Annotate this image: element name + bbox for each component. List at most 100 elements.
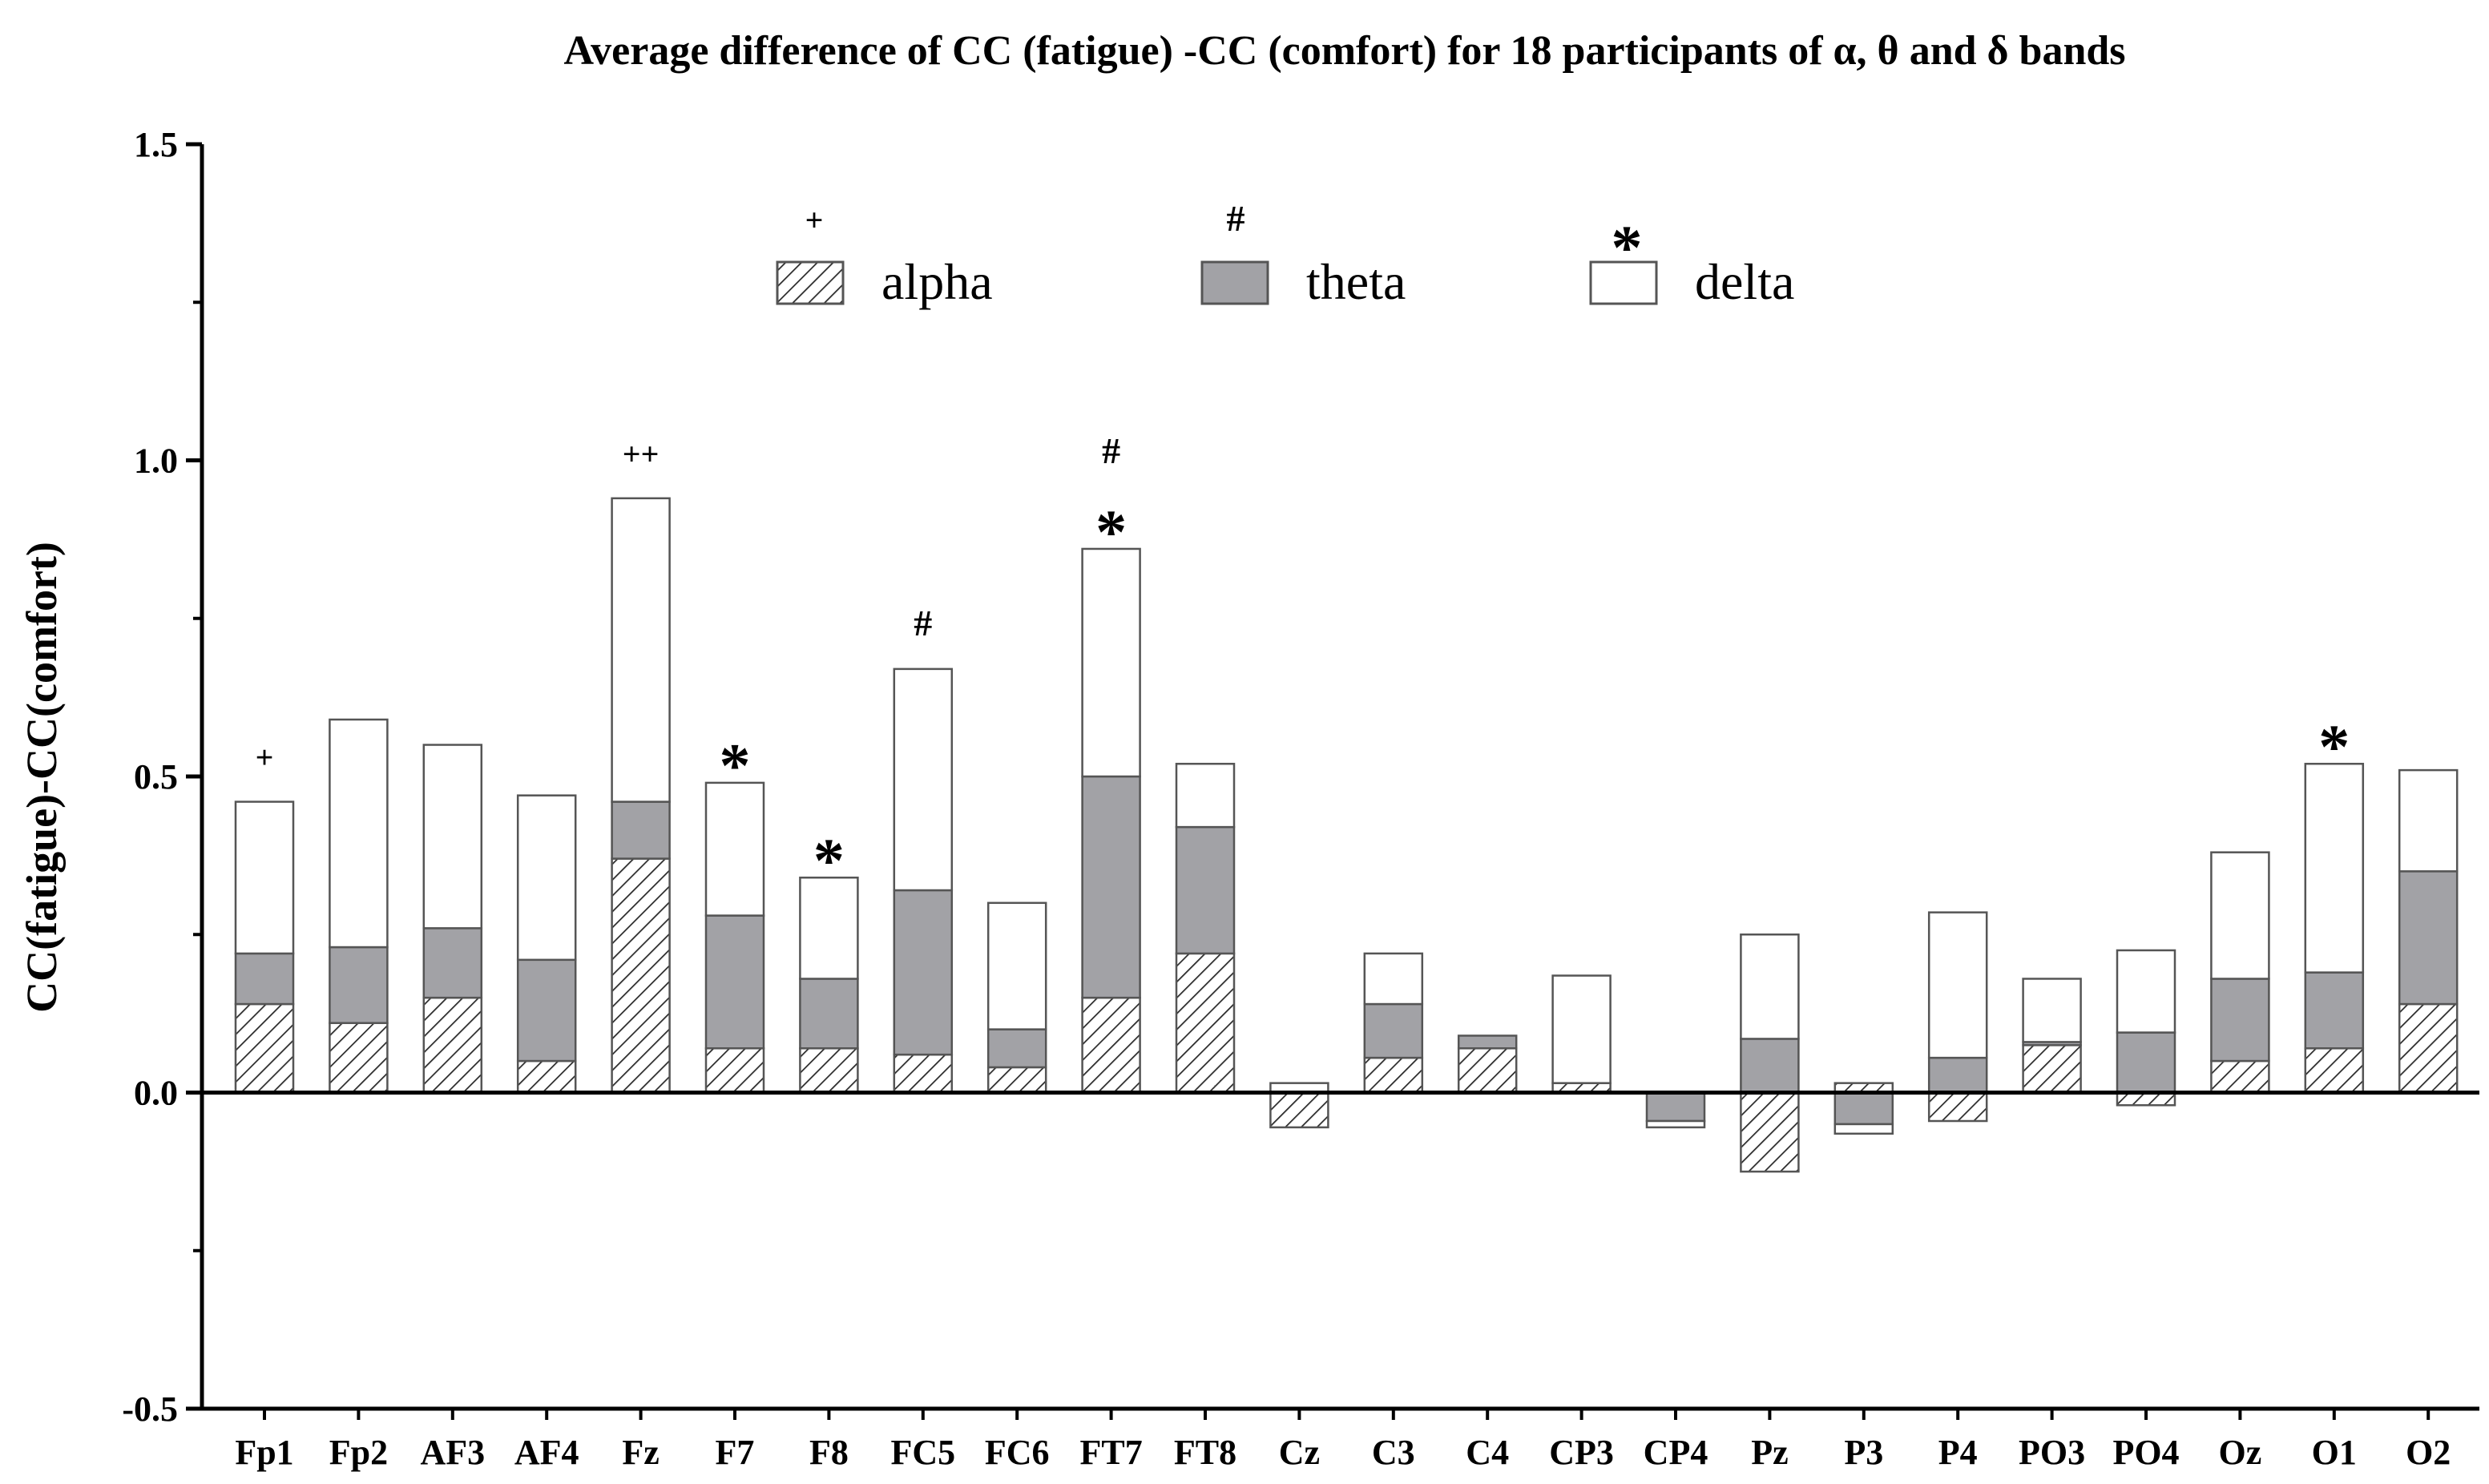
bar-af4-alpha: [516, 1059, 577, 1094]
significance-marker: #: [914, 603, 932, 643]
x-tick-label: Fz: [622, 1433, 659, 1472]
bar-oz-delta: [2210, 851, 2270, 980]
chart-title: Average difference of CC (fatigue) -CC (…: [563, 28, 2125, 74]
bar-p4-theta: [1927, 1056, 1988, 1094]
legend-significance-marker-theta: #: [1227, 198, 1245, 239]
legend-significance-marker-alpha: +: [805, 202, 824, 238]
x-tick-label: FC5: [890, 1433, 955, 1472]
y-ticks-group: -0.5 0.0 0.5 1.0 1.5: [122, 125, 202, 1429]
significance-marker: *: [2318, 712, 2350, 781]
legend-label-alpha: alpha: [881, 253, 993, 310]
bar-af3-theta: [422, 927, 483, 999]
bar-ft8-delta: [1175, 762, 1236, 829]
bar-cp3-delta: [1551, 974, 1612, 1084]
x-tick-label: F8: [809, 1433, 849, 1472]
bar-po3-alpha: [2022, 1044, 2082, 1094]
significance-marker: *: [813, 825, 845, 895]
significance-marker: *: [1095, 497, 1127, 567]
bar-c4-theta: [1457, 1034, 1518, 1050]
bar-fp2-alpha: [329, 1022, 389, 1094]
bar-af4-theta: [516, 958, 577, 1063]
bar-pz-delta: [1740, 934, 1800, 1040]
bar-c3-alpha: [1363, 1056, 1424, 1094]
legend-swatch-delta: [1589, 260, 1658, 305]
bar-oz-theta: [2210, 978, 2270, 1063]
bar-o2-delta: [2398, 768, 2459, 873]
bar-fz-theta: [611, 800, 671, 860]
bar-o1-alpha: [2304, 1047, 2365, 1094]
bar-cz-alpha: [1269, 1091, 1329, 1129]
y-tick-label: 1.0: [134, 442, 178, 481]
bar-po3-delta: [2022, 978, 2082, 1043]
bar-o1-delta: [2304, 762, 2365, 974]
legend-label-delta: delta: [1695, 253, 1794, 310]
bar-ft7-delta: [1081, 547, 1141, 778]
bar-pz-theta: [1740, 1038, 1800, 1094]
bar-ft7-theta: [1081, 775, 1141, 999]
bar-po4-delta: [2116, 949, 2176, 1034]
x-tick-label: Cz: [1279, 1433, 1320, 1472]
x-tick-label: P4: [1938, 1433, 1978, 1472]
bar-af4-delta: [516, 794, 577, 962]
x-tick-label: FT7: [1079, 1433, 1142, 1472]
bar-fc5-alpha: [893, 1053, 954, 1094]
legend-swatch-theta: [1200, 260, 1269, 305]
y-axis-label: CC(fatigue)-CC(comfort): [18, 542, 66, 1013]
bar-cp4-delta: [1645, 1119, 1706, 1129]
y-tick-label: 0.5: [134, 757, 178, 796]
bar-fp2-theta: [329, 946, 389, 1024]
bar-p3-theta: [1833, 1091, 1894, 1126]
legend: alpha + theta # delta *: [776, 198, 1794, 310]
bar-f7-theta: [704, 914, 765, 1050]
x-tick-label: FT8: [1174, 1433, 1236, 1472]
bar-af3-alpha: [422, 996, 483, 1094]
y-tick-label: 1.5: [134, 125, 178, 164]
x-tick-label: Pz: [1751, 1433, 1788, 1472]
x-tick-label: O2: [2406, 1433, 2451, 1472]
x-tick-label: C3: [1372, 1433, 1415, 1472]
bar-o1-theta: [2304, 971, 2365, 1050]
x-tick-label: Fp1: [235, 1433, 293, 1472]
x-tick-label: CP4: [1644, 1433, 1708, 1472]
significance-marker: ++: [623, 436, 660, 472]
x-tick-label: C4: [1466, 1433, 1509, 1472]
x-tick-label: PO3: [2019, 1433, 2085, 1472]
bar-o2-alpha: [2398, 1002, 2459, 1094]
significance-marker: *: [720, 731, 751, 800]
bars-group: [234, 497, 2459, 1173]
bar-ft7-alpha: [1081, 996, 1141, 1094]
x-tick-label: Fp2: [329, 1433, 388, 1472]
x-ticks-group: Fp1 Fp2 AF3 AF4 Fz F7 F8 FC5 FC6 FT7 FT8 Cz C3 C4 CP3 C…: [235, 1409, 2451, 1472]
bar-p3-delta: [1833, 1123, 1894, 1135]
x-tick-label: FC6: [985, 1433, 1050, 1472]
bar-fz-alpha: [611, 857, 671, 1094]
bar-fp1-alpha: [234, 1002, 295, 1094]
bar-fp2-delta: [329, 718, 389, 949]
bar-pz-alpha: [1740, 1091, 1800, 1173]
bar-f7-delta: [704, 781, 765, 917]
bar-cp4-theta: [1645, 1091, 1706, 1123]
bar-ft8-alpha: [1175, 952, 1236, 1094]
bar-c3-delta: [1363, 952, 1424, 1006]
significance-annotations: +++**#*#*: [256, 430, 2350, 895]
bar-po4-theta: [2116, 1031, 2176, 1094]
x-tick-label: AF4: [514, 1433, 579, 1472]
bar-c4-alpha: [1457, 1047, 1518, 1094]
x-tick-label: O1: [2312, 1433, 2357, 1472]
x-tick-label: PO4: [2112, 1433, 2179, 1472]
bar-f8-alpha: [799, 1047, 859, 1094]
bar-f8-theta: [799, 978, 859, 1050]
bar-o2-theta: [2398, 870, 2459, 1006]
bar-ft8-theta: [1175, 825, 1236, 955]
bar-fc6-delta: [986, 901, 1047, 1030]
bar-fc5-theta: [893, 889, 954, 1056]
bar-fc6-theta: [986, 1028, 1047, 1069]
y-tick-label: -0.5: [122, 1389, 178, 1429]
bar-p4-alpha: [1927, 1091, 1988, 1123]
significance-marker: #: [1102, 430, 1120, 471]
bar-fp1-theta: [234, 952, 295, 1006]
bar-c3-theta: [1363, 1002, 1424, 1059]
y-tick-label: 0.0: [134, 1074, 178, 1113]
bar-fc6-alpha: [986, 1066, 1047, 1094]
